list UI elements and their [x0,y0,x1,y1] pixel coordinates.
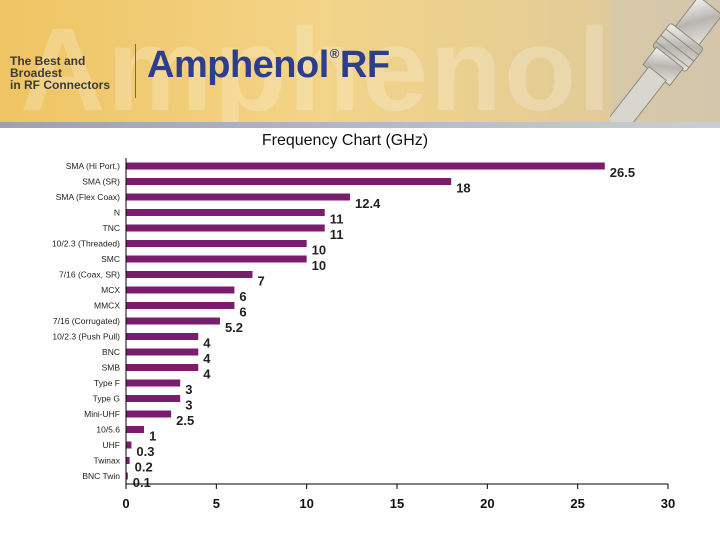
value-label-8: 6 [239,289,246,304]
header-divider [135,44,136,98]
bar-5 [126,240,307,247]
category-label-7: 7/16 (Coax, SR) [59,270,120,280]
chart-title: Frequency Chart (GHz) [261,132,429,149]
value-label-15: 3 [185,398,192,413]
category-labels-group: SMA (Hi Port.) SMA (SR) SMA (Flex Coax) N TN… [52,161,121,481]
category-label-20: BNC Twin [82,471,120,481]
value-label-5: 10 [312,243,326,258]
category-label-9: MMCX [94,301,120,311]
bar-1 [126,178,452,185]
value-label-20: 0.1 [133,475,151,490]
x-tick-label-6: 30 [661,496,675,511]
category-label-16: Mini-UHF [84,409,120,419]
bar-2 [126,193,351,201]
bar-4 [126,224,325,232]
category-label-2: SMA (Flex Coax) [56,192,120,202]
value-label-18: 0.3 [136,444,154,459]
category-label-13: SMB [102,363,121,373]
category-label-12: BNC [102,347,120,357]
bars-group [126,162,605,480]
category-label-4: TNC [103,223,120,233]
x-tick-label-3: 15 [390,496,404,511]
bar-3 [126,209,325,216]
value-label-19: 0.2 [135,460,153,475]
value-label-9: 6 [239,305,246,320]
category-label-3: N [114,208,120,218]
tagline: The Best and Broadest in RF Connectors [10,55,140,91]
brand-logo: Amphenol®RF [147,44,390,87]
value-label-11: 4 [203,336,211,351]
bar-12 [126,348,199,356]
bar-8 [126,286,235,294]
value-label-17: 1 [149,429,156,444]
value-label-3: 11 [330,212,344,227]
value-label-16: 2.5 [176,413,194,428]
banner-bottom-strip [0,122,720,128]
bar-13 [126,364,199,371]
value-label-10: 5.2 [225,320,243,335]
value-label-7: 7 [257,274,264,289]
brand-watermark: Amphenol [20,4,613,128]
logo-text: Amphenol [147,44,329,86]
bar-7 [126,271,253,278]
x-tick-label-4: 20 [480,496,494,511]
bar-9 [126,302,235,309]
frequency-bar-chart: SMA (Hi Port.) SMA (SR) SMA (Flex Coax) N TN… [52,158,675,511]
value-label-14: 3 [185,382,192,397]
value-label-13: 4 [203,367,211,382]
axis-group: 0 5 10 15 20 25 30 [122,158,675,511]
category-label-5: 10/2.3 (Threaded) [52,239,120,249]
category-label-18: UHF [103,440,120,450]
logo-suffix: RF [339,44,390,86]
category-label-0: SMA (Hi Port.) [66,161,120,171]
category-label-14: Type F [94,378,120,388]
category-label-17: 10/5.6 [96,425,120,435]
value-label-4: 11 [330,227,344,242]
category-label-11: 10/2.3 (Push Pull) [52,332,120,342]
bar-6 [126,255,307,263]
value-label-0: 26.5 [610,165,635,180]
tagline-line-2: in RF Connectors [10,78,111,92]
tagline-line-1: The Best and Broadest [10,54,86,80]
category-label-10: 7/16 (Corrugated) [53,316,120,326]
bar-18 [126,441,132,449]
registered-mark: ® [329,46,340,61]
bar-20 [126,472,128,480]
value-label-12: 4 [203,351,211,366]
value-label-1: 18 [456,181,470,196]
value-label-2: 12.4 [355,196,381,211]
category-label-6: SMC [101,254,120,264]
bar-11 [126,333,199,340]
category-label-15: Type G [93,394,120,404]
bar-19 [126,457,130,464]
x-tick-label-1: 5 [213,496,220,511]
x-tick-label-0: 0 [122,496,129,511]
value-labels-group: 26.51812.4111110107665.2444332.510.30.20… [133,165,635,490]
header-banner: Amphenol The Best and Broadest in RF Con… [0,0,720,128]
bar-14 [126,379,181,387]
bar-10 [126,317,220,325]
rf-connector-icon [610,0,720,128]
category-label-19: Twinax [94,456,121,466]
bar-0 [126,162,605,170]
bar-15 [126,395,181,402]
bar-17 [126,426,145,433]
category-label-8: MCX [101,285,120,295]
value-label-6: 10 [312,258,326,273]
bar-16 [126,410,172,418]
x-tick-label-5: 25 [570,496,584,511]
x-tick-label-2: 10 [299,496,313,511]
category-label-1: SMA (SR) [82,177,120,187]
